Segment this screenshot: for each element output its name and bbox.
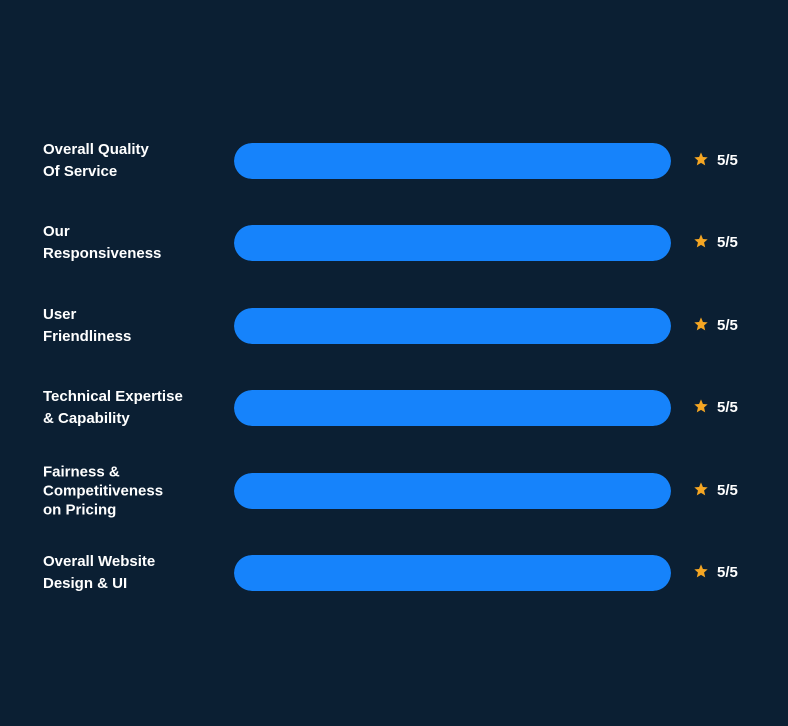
star-icon — [693, 233, 709, 249]
rating-score: 5/5 — [717, 152, 738, 169]
rating-row-quality-of-service: Overall Quality Of Service 5/5 — [0, 121, 788, 201]
rating-bar-fill — [234, 225, 671, 261]
rating-label: Overall Website Design & UI — [43, 553, 156, 592]
rating-bar-fill — [234, 308, 671, 344]
rating-bar — [234, 225, 671, 261]
rating-row-pricing: Fairness & Competitiveness on Pricing 5/… — [0, 451, 788, 531]
star-icon — [693, 563, 709, 579]
rating-label: Fairness & Competitiveness on Pricing — [43, 463, 164, 519]
rating-score: 5/5 — [717, 399, 738, 416]
rating-bar-fill — [234, 555, 671, 591]
rating-label: Overall Quality Of Service — [43, 141, 149, 180]
rating-score: 5/5 — [717, 234, 738, 251]
rating-row-technical-expertise: Technical Expertise & Capability 5/5 — [0, 368, 788, 448]
star-icon — [693, 481, 709, 497]
rating-bar-fill — [234, 473, 671, 509]
rating-bar — [234, 555, 671, 591]
rating-score: 5/5 — [717, 564, 738, 581]
rating-bar — [234, 308, 671, 344]
rating-bar — [234, 143, 671, 179]
rating-bar-fill — [234, 143, 671, 179]
rating-label: Technical Expertise & Capability — [43, 388, 183, 427]
star-icon — [693, 316, 709, 332]
rating-score: 5/5 — [717, 482, 738, 499]
star-icon — [693, 151, 709, 167]
rating-bar — [234, 473, 671, 509]
rating-bar-fill — [234, 390, 671, 426]
rating-label: User Friendliness — [43, 306, 132, 345]
rating-row-user-friendliness: User Friendliness 5/5 — [0, 286, 788, 366]
rating-bar — [234, 390, 671, 426]
rating-score: 5/5 — [717, 317, 738, 334]
rating-row-responsiveness: Our Responsiveness 5/5 — [0, 203, 788, 283]
rating-label: Our Responsiveness — [43, 223, 162, 262]
star-icon — [693, 398, 709, 414]
rating-row-website-design: Overall Website Design & UI 5/5 — [0, 533, 788, 613]
